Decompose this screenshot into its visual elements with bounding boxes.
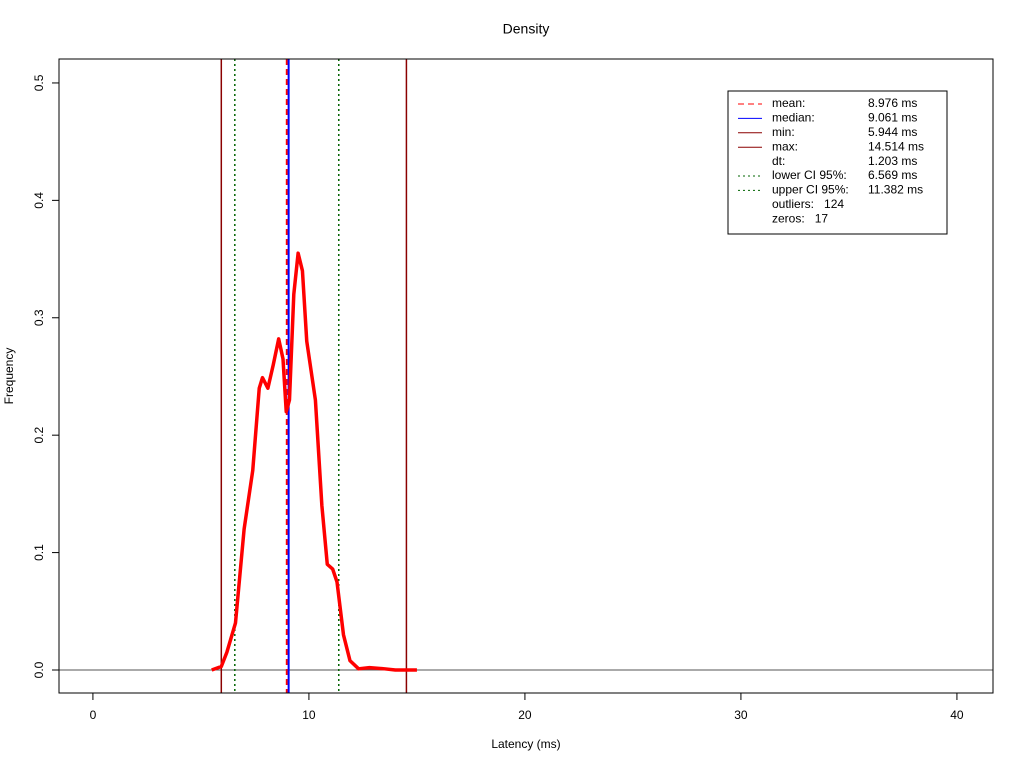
legend-value: 8.976 ms — [868, 96, 917, 110]
legend-box — [727, 90, 948, 235]
legend-value: 9.061 ms — [868, 111, 917, 125]
legend-value: 11.382 ms — [868, 183, 923, 197]
y-tick-label: 0.2 — [32, 427, 46, 444]
x-tick-label: 40 — [950, 708, 964, 722]
y-tick-label: 0.5 — [32, 74, 46, 91]
legend-label: dt: — [772, 154, 785, 168]
y-axis-title: Frequency — [2, 348, 16, 405]
plot-frame — [58, 58, 994, 694]
legend-value: 5.944 ms — [868, 125, 917, 139]
legend-label: mean: — [772, 96, 805, 110]
y-tick-label: 0.4 — [32, 192, 46, 209]
legend-label: median: — [772, 111, 815, 125]
x-tick-label: 10 — [302, 708, 316, 722]
x-tick-label: 20 — [518, 708, 532, 722]
legend-value: 124 — [824, 197, 844, 211]
x-tick-label: 0 — [90, 708, 97, 722]
legend-label: outliers: — [772, 197, 814, 211]
chart-title: Density — [503, 21, 550, 37]
x-tick-label: 30 — [734, 708, 748, 722]
legend-value: 6.569 ms — [868, 168, 917, 182]
density-line — [211, 251, 417, 672]
legend-value: 17 — [815, 211, 829, 225]
legend-label: min: — [772, 125, 795, 139]
y-tick-label: 0.0 — [32, 661, 46, 678]
x-axis-title: Latency (ms) — [491, 737, 560, 751]
legend-value: 1.203 ms — [868, 154, 917, 168]
legend-label: zeros: — [772, 211, 805, 225]
y-tick-label: 0.1 — [32, 544, 46, 561]
legend-label: max: — [772, 139, 798, 153]
y-tick-label: 0.3 — [32, 309, 46, 326]
legend-label: upper CI 95%: — [772, 183, 849, 197]
legend-label: lower CI 95%: — [772, 168, 847, 182]
legend-value: 14.514 ms — [868, 139, 924, 153]
